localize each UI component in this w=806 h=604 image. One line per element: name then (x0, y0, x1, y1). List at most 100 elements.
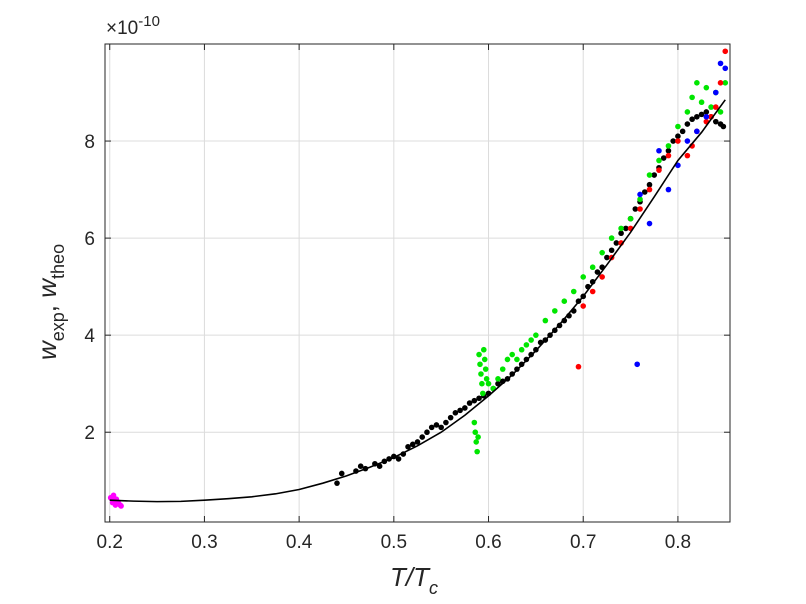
data-point (665, 143, 672, 149)
data-point (485, 380, 492, 387)
data-point (684, 109, 691, 115)
data-point (618, 225, 624, 232)
data-point (656, 157, 662, 164)
data-point (698, 99, 705, 106)
data-point (514, 356, 520, 363)
data-point (675, 123, 681, 130)
data-point (357, 463, 364, 469)
data-point (552, 308, 558, 314)
data-point (722, 48, 729, 55)
data-point (689, 94, 695, 101)
data-point (476, 351, 482, 358)
data-point (462, 405, 468, 411)
data-point (665, 147, 672, 154)
data-point (637, 191, 643, 198)
data-point (679, 128, 686, 135)
data-point (471, 397, 478, 404)
data-point (118, 503, 124, 509)
data-point (722, 65, 729, 72)
data-point (684, 138, 691, 144)
y-tick-label: 4 (84, 326, 95, 347)
x-tick-label: 0.2 (97, 532, 123, 553)
data-point (575, 363, 582, 370)
data-point (580, 274, 587, 280)
data-point (608, 247, 615, 254)
data-point (528, 337, 534, 343)
data-point (589, 288, 596, 295)
data-point (409, 441, 416, 448)
data-point (720, 123, 727, 130)
data-point (561, 317, 568, 324)
data-point (675, 133, 681, 140)
data-point (698, 111, 705, 118)
data-point (438, 424, 444, 431)
data-point (466, 400, 473, 406)
data-point (473, 439, 480, 445)
data-point (604, 254, 610, 261)
data-point (523, 342, 530, 348)
series-4 (634, 60, 729, 368)
data-point (627, 215, 634, 222)
data-point (717, 60, 724, 67)
y-tick-label: 8 (84, 132, 95, 153)
x-tick-label: 0.8 (665, 532, 691, 553)
data-point (712, 89, 719, 96)
data-point (703, 84, 710, 91)
x-tick-label: 0.4 (286, 532, 313, 553)
data-point (589, 264, 596, 271)
data-point (509, 351, 515, 358)
data-point (419, 434, 426, 440)
data-point (694, 113, 700, 120)
y-tick-label: 6 (84, 229, 95, 250)
exponent-label: ×10-10 (106, 13, 160, 39)
data-point (646, 186, 653, 193)
data-point (712, 118, 719, 125)
data-point (542, 317, 549, 324)
data-point (708, 104, 714, 110)
data-point (703, 109, 710, 115)
plot-background (105, 44, 730, 522)
data-point (495, 380, 501, 387)
data-point (474, 448, 480, 455)
data-point (608, 235, 615, 241)
data-point (580, 303, 587, 309)
data-point (424, 429, 430, 436)
data-point (457, 407, 463, 414)
data-point (665, 186, 672, 193)
data-point (479, 380, 485, 387)
data-point (533, 332, 539, 338)
data-point (504, 356, 511, 363)
plot-frame (104, 43, 731, 523)
data-point (561, 298, 568, 304)
data-point (480, 390, 486, 397)
data-point (641, 189, 648, 195)
data-point (660, 155, 667, 161)
data-point (722, 80, 729, 86)
data-point (414, 439, 421, 445)
data-point (632, 206, 639, 212)
data-point (475, 434, 481, 440)
data-point (110, 492, 117, 499)
data-point (665, 152, 672, 159)
data-point (717, 80, 724, 86)
data-point (518, 346, 525, 353)
x-tick-label: 0.3 (191, 532, 217, 553)
theory-curve (109, 99, 726, 503)
data-point (471, 419, 478, 426)
series-2 (471, 80, 729, 455)
data-point (428, 424, 435, 431)
data-point (694, 80, 700, 86)
data-point (447, 414, 454, 421)
data-point (618, 230, 624, 237)
data-point (703, 113, 710, 120)
data-point (656, 167, 662, 173)
data-point (684, 152, 691, 159)
data-point (712, 104, 719, 110)
data-point (599, 274, 605, 280)
data-point (334, 480, 340, 486)
x-tick-label: 0.7 (570, 532, 596, 553)
data-point (476, 395, 482, 402)
data-point (623, 225, 629, 232)
data-point (684, 121, 691, 127)
data-point (675, 138, 681, 144)
